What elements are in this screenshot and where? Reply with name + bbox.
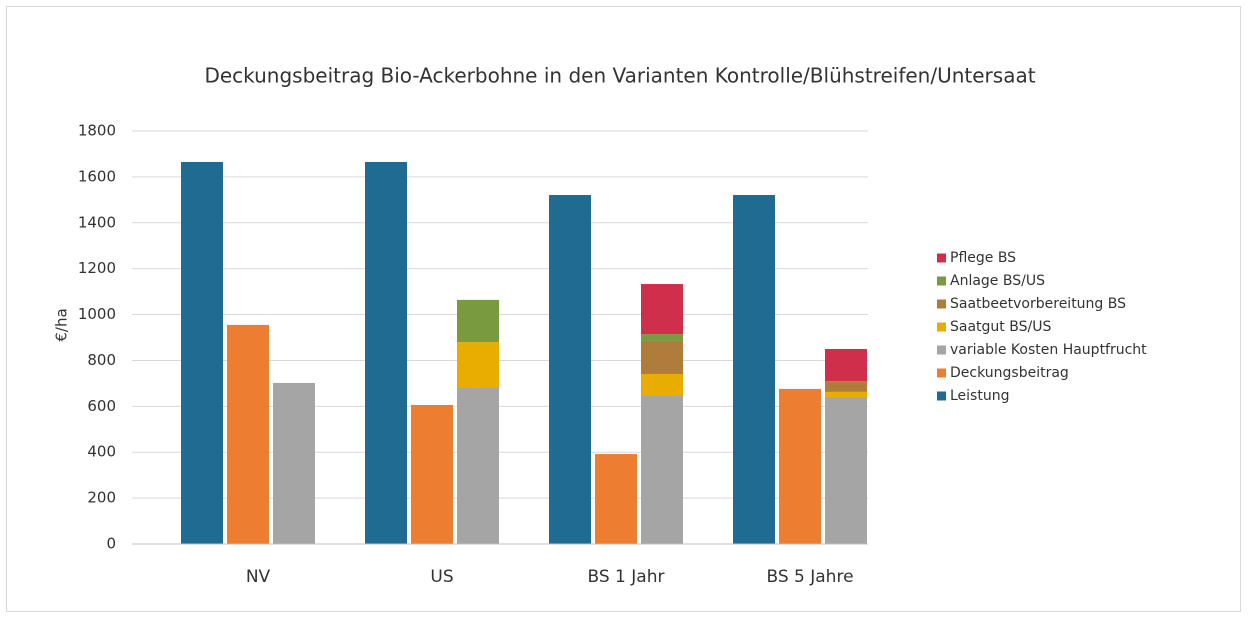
- legend-label: variable Kosten Hauptfrucht: [950, 342, 1147, 358]
- bar: [825, 382, 867, 392]
- legend-label: Anlage BS/US: [950, 273, 1045, 289]
- bar: [825, 391, 867, 397]
- y-tick-label: 1000: [78, 305, 116, 323]
- bar: [549, 195, 591, 544]
- y-tick-label: 1600: [78, 167, 116, 185]
- y-tick-label: 400: [87, 443, 116, 461]
- y-tick-label: 800: [87, 351, 116, 369]
- bar: [641, 396, 683, 544]
- legend-label: Saatbeetvorbereitung BS: [950, 296, 1126, 312]
- x-tick-label: US: [430, 567, 453, 587]
- bar: [411, 404, 453, 544]
- bar: [733, 195, 775, 544]
- y-tick-label: 1400: [78, 213, 116, 231]
- y-tick-label: 200: [87, 489, 116, 507]
- bar: [457, 387, 499, 544]
- legend-swatch: [937, 276, 946, 286]
- y-axis-label: €/ha: [53, 308, 71, 341]
- legend-swatch: [937, 345, 946, 355]
- bar: [181, 161, 223, 544]
- bar: [825, 396, 867, 544]
- legend-label: Deckungsbeitrag: [950, 365, 1069, 381]
- bar: [457, 299, 499, 343]
- bar: [641, 284, 683, 335]
- x-tick-label: BS 5 Jahre: [766, 567, 853, 587]
- legend-swatch: [937, 391, 946, 401]
- bar: [641, 334, 683, 341]
- bar: [595, 454, 637, 544]
- bar: [825, 381, 867, 383]
- chart-title: Deckungsbeitrag Bio-Ackerbohne in den Va…: [204, 64, 1035, 88]
- y-tick-label: 0: [106, 535, 116, 553]
- bar: [273, 382, 315, 544]
- bar: [779, 388, 821, 544]
- bar: [825, 348, 867, 382]
- legend-swatch: [937, 253, 946, 263]
- legend-swatch: [937, 368, 946, 378]
- x-tick-label: NV: [246, 567, 271, 587]
- bar: [641, 340, 683, 374]
- y-tick-label: 600: [87, 397, 116, 415]
- legend-swatch: [937, 299, 946, 309]
- legend-swatch: [937, 322, 946, 332]
- legend-label: Pflege BS: [950, 250, 1016, 266]
- bar: [641, 373, 683, 397]
- legend-label: Saatgut BS/US: [950, 319, 1051, 335]
- bar: [365, 161, 407, 544]
- x-tick-label: BS 1 Jahr: [588, 567, 665, 587]
- y-tick-label: 1800: [78, 122, 116, 140]
- bar: [457, 342, 499, 388]
- legend-label: Leistung: [950, 388, 1009, 404]
- bar: [227, 324, 269, 544]
- y-tick-label: 1200: [78, 259, 116, 277]
